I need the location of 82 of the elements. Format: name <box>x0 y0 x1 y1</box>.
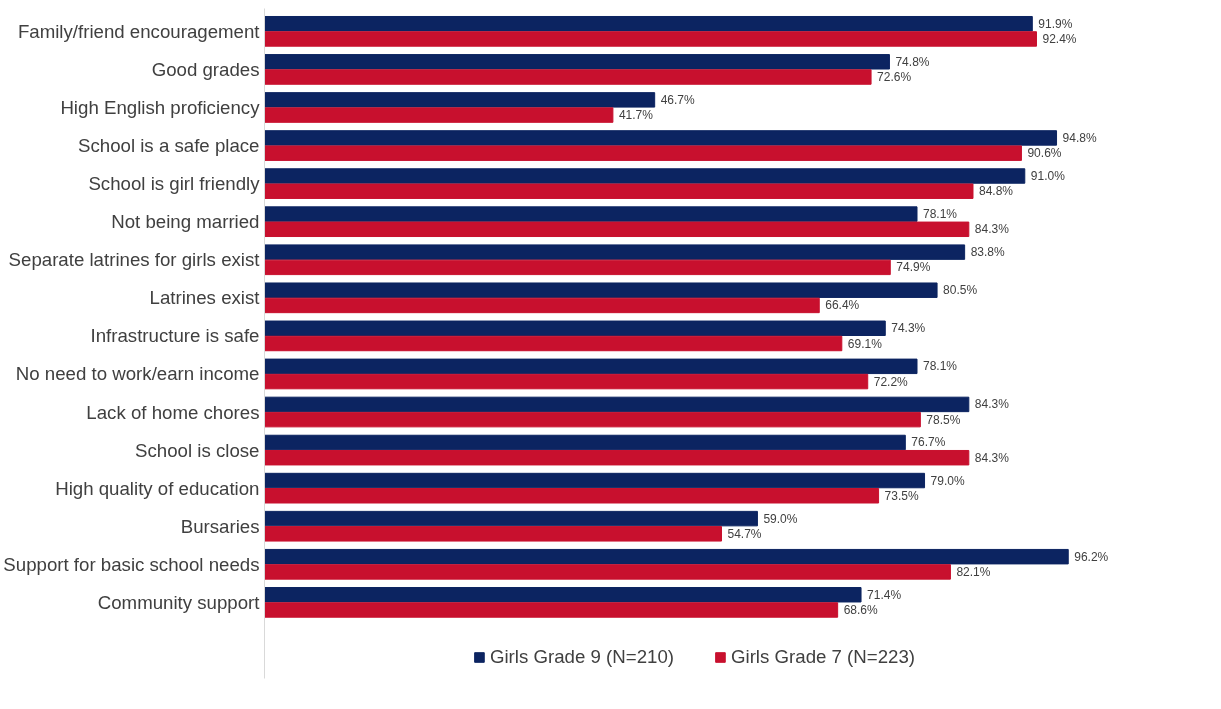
bar <box>264 282 938 298</box>
y-tick-label: Family/friend encouragement <box>17 20 261 42</box>
data-label: 82.1% <box>956 564 991 579</box>
bar <box>264 449 970 466</box>
bar <box>264 69 872 85</box>
bar <box>264 15 1033 32</box>
data-label: 91.9% <box>1038 16 1073 31</box>
bar <box>264 54 890 70</box>
data-label: 96.2% <box>1074 549 1109 564</box>
data-label: 68.6% <box>843 602 878 617</box>
bar <box>264 168 1026 184</box>
data-label: 90.6% <box>1027 146 1062 161</box>
data-label: 84.8% <box>978 184 1014 199</box>
bar <box>264 396 970 413</box>
data-label: 66.4% <box>825 298 860 313</box>
bar <box>264 602 839 618</box>
data-label: 69.1% <box>847 336 883 351</box>
data-label: 71.4% <box>867 587 902 602</box>
bar <box>264 244 966 260</box>
bar <box>264 472 926 489</box>
y-tick-label: High English proficiency <box>60 96 261 118</box>
data-label: 92.4% <box>1042 31 1077 46</box>
bar <box>264 526 723 542</box>
data-label: 72.2% <box>873 374 909 389</box>
data-label: 83.8% <box>970 245 1005 260</box>
legend-label: Girls Grade 9 (N=210) <box>489 646 674 668</box>
data-label: 73.5% <box>884 488 919 503</box>
bar <box>264 411 921 428</box>
bar <box>264 434 906 451</box>
bar <box>264 488 880 504</box>
bar <box>264 259 891 276</box>
bar <box>264 145 1022 161</box>
bar <box>264 335 843 352</box>
y-tick-label: Infrastructure is safe <box>90 325 260 347</box>
y-tick-label: School is girl friendly <box>88 173 261 195</box>
bar <box>264 587 862 603</box>
bar <box>264 183 974 199</box>
bar <box>264 130 1058 146</box>
data-label: 80.5% <box>943 283 978 298</box>
data-label: 74.9% <box>896 260 931 275</box>
bar <box>264 358 918 375</box>
data-label: 59.0% <box>763 511 798 526</box>
y-tick-label: No need to work/earn income <box>15 363 260 385</box>
bar <box>264 206 918 222</box>
data-label: 72.6% <box>877 70 912 85</box>
bar <box>264 548 1069 565</box>
bar <box>264 92 656 108</box>
y-tick-label: School is close <box>135 439 260 461</box>
data-label: 78.5% <box>926 412 961 427</box>
data-label: 46.7% <box>660 92 696 107</box>
y-tick-label: Not being married <box>111 211 260 233</box>
y-tick-label: High quality of education <box>55 477 260 499</box>
data-label: 91.0% <box>1030 169 1066 183</box>
data-label: 74.8% <box>895 54 930 69</box>
data-label: 78.1% <box>923 207 958 222</box>
y-tick-label: Community support <box>97 591 261 613</box>
bar <box>264 320 886 337</box>
y-tick-label: Latrines exist <box>149 287 261 309</box>
data-label: 84.3% <box>974 222 1010 237</box>
y-tick-label: Separate latrines for girls exist <box>8 249 261 271</box>
y-tick-label: School is a safe place <box>78 135 260 157</box>
y-tick-label: Support for basic school needs <box>3 553 260 575</box>
y-tick-label: Lack of home chores <box>86 401 260 423</box>
data-label: 84.3% <box>974 397 1010 412</box>
data-label: 94.8% <box>1062 130 1097 145</box>
bar <box>264 373 869 390</box>
bar <box>264 297 820 314</box>
bar <box>264 31 1037 47</box>
bar <box>264 510 758 527</box>
legend-label: Girls Grade 7 (N=223) <box>731 646 916 668</box>
data-label: 41.7% <box>618 108 654 123</box>
y-tick-label: Bursaries <box>180 515 260 537</box>
bar <box>264 107 614 123</box>
y-tick-label: Good grades <box>151 58 260 80</box>
data-label: 54.7% <box>727 526 762 541</box>
data-label: 84.3% <box>974 450 1010 465</box>
data-label: 76.7% <box>911 435 946 450</box>
data-label: 78.1% <box>923 359 958 374</box>
data-label: 74.3% <box>891 321 926 336</box>
data-label: 79.0% <box>930 473 965 488</box>
bar <box>264 221 970 238</box>
bar <box>264 564 951 580</box>
